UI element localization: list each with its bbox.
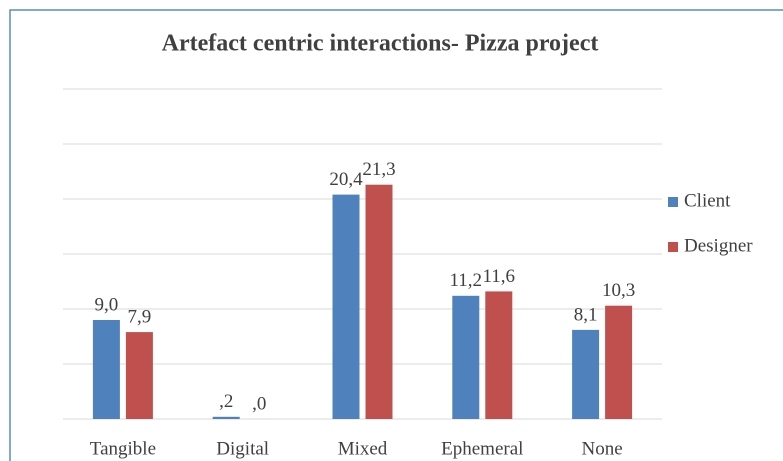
value-label: 8,1	[574, 304, 598, 325]
value-label: 10,3	[602, 280, 635, 301]
value-label: 21,3	[362, 159, 395, 180]
bar	[92, 320, 120, 419]
bar	[332, 194, 360, 419]
x-tick-label: None	[582, 438, 623, 459]
x-tick-label: Mixed	[338, 438, 388, 459]
value-label: 11,6	[483, 266, 516, 287]
value-label: 9,0	[95, 294, 119, 315]
bar	[212, 416, 240, 419]
legend-swatch	[668, 197, 678, 207]
x-tick-label: Ephemeral	[441, 438, 523, 459]
legend-label: Designer	[684, 235, 753, 256]
legend-swatch	[668, 242, 678, 252]
value-label: 20,4	[329, 169, 363, 190]
value-label: ,0	[252, 393, 266, 414]
value-label: ,2	[219, 391, 233, 412]
bar	[605, 305, 633, 419]
x-tick-label: Digital	[216, 438, 269, 459]
value-label: 11,2	[450, 270, 483, 291]
bar	[485, 291, 513, 419]
chart-title: Artefact centric interactions- Pizza pro…	[162, 31, 599, 57]
bar	[452, 295, 480, 419]
x-tick-label: Tangible	[90, 438, 156, 459]
value-label: 7,9	[128, 306, 152, 327]
bar	[125, 332, 153, 419]
bar	[572, 329, 600, 419]
legend-label: Client	[684, 190, 731, 211]
bar	[365, 184, 393, 419]
